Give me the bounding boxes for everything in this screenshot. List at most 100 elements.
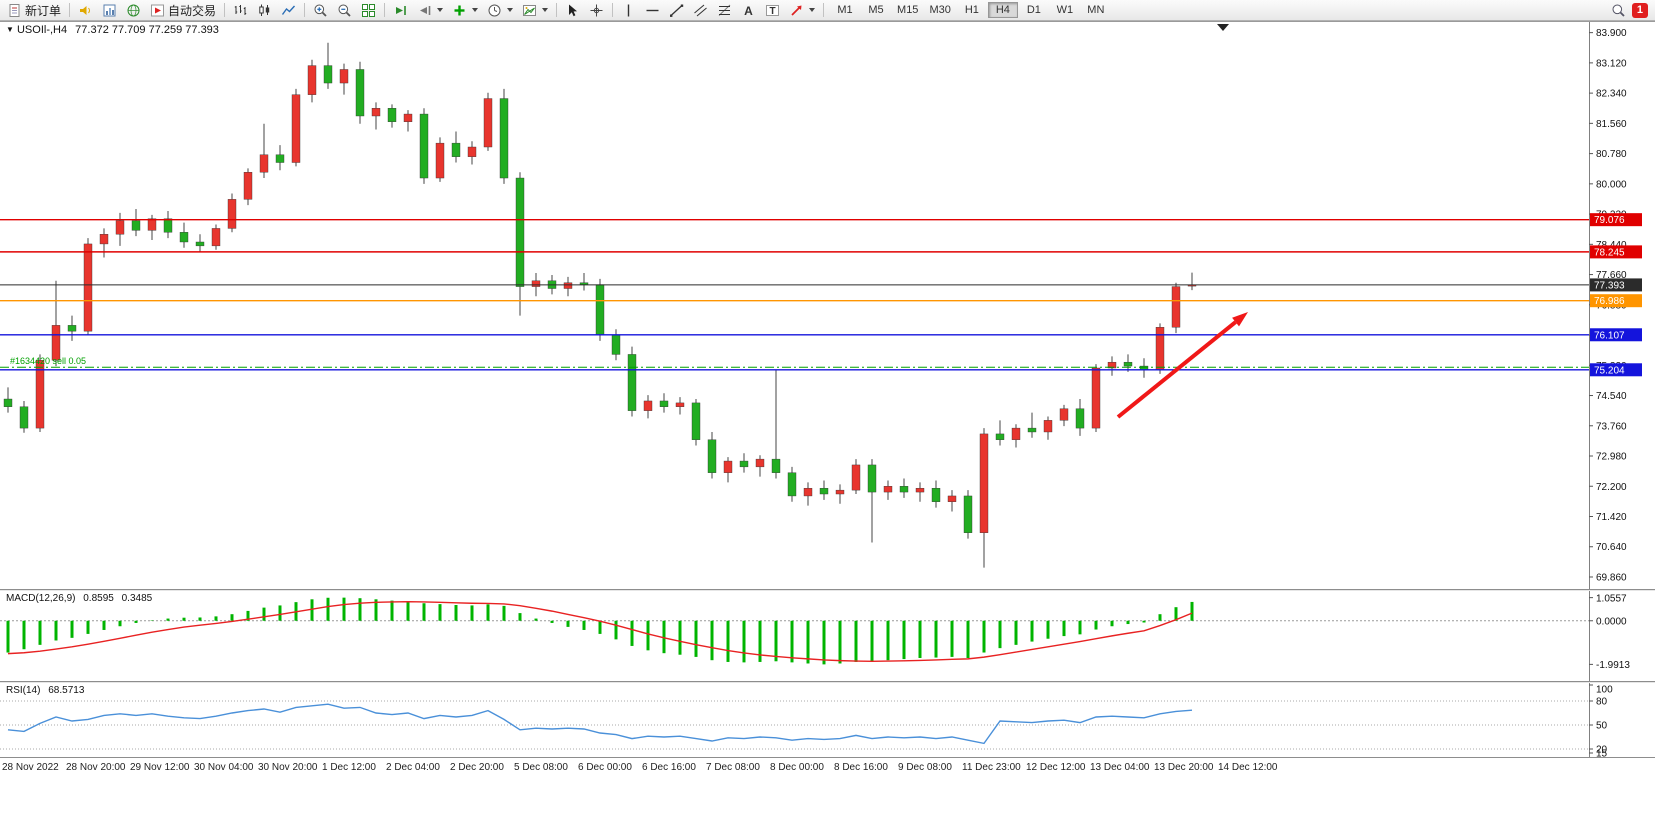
time-tick-label: 8 Dec 00:00 [770, 762, 824, 773]
zoom-in-button[interactable] [309, 0, 332, 20]
templates-button[interactable] [518, 0, 552, 20]
trendline-button[interactable] [665, 0, 688, 20]
timeframe-d1[interactable]: D1 [1026, 4, 1041, 16]
time-tick-label: 13 Dec 04:00 [1090, 762, 1150, 773]
candlestick-chart-button[interactable] [253, 0, 276, 20]
indicators-button[interactable] [448, 0, 482, 20]
line-chart-button[interactable] [277, 0, 300, 20]
channel-icon [693, 3, 708, 18]
time-tick-label: 11 Dec 23:00 [962, 762, 1021, 773]
svg-text:75.204: 75.204 [1594, 365, 1625, 376]
svg-text:A: A [744, 4, 753, 18]
macd-value-main: 0.8595 [83, 593, 114, 604]
fibonacci-button[interactable] [713, 0, 736, 20]
timeframe-w1[interactable]: W1 [1056, 4, 1074, 16]
horizontal-lines[interactable] [0, 218, 1589, 371]
fibonacci-icon [717, 3, 732, 18]
time-tick-label: 8 Dec 16:00 [834, 762, 888, 773]
trend-arrow[interactable] [1116, 312, 1248, 419]
macd-scale-label: 1.0557 [1596, 594, 1627, 605]
zoom-out-button[interactable] [333, 0, 356, 20]
sound-button[interactable] [74, 0, 97, 20]
crosshair-icon [589, 3, 604, 18]
rsi-scale-label: 50 [1596, 721, 1608, 732]
price-tag [1590, 213, 1642, 227]
arrows-button[interactable] [785, 0, 819, 20]
notification-badge[interactable]: 1 [1631, 2, 1648, 18]
price-tag [1590, 328, 1642, 342]
timeframe-m30[interactable]: M30 [929, 4, 951, 16]
separator [612, 3, 614, 17]
price-tick-label: 69.860 [1596, 572, 1627, 583]
auto-scroll-icon [393, 3, 408, 18]
dropdown-caret [809, 8, 816, 12]
vertical-line-icon [621, 3, 636, 18]
timeframe-mn[interactable]: MN [1087, 4, 1105, 16]
time-tick-label: 29 Nov 12:00 [130, 762, 190, 773]
timeframe-m1[interactable]: M1 [837, 4, 853, 16]
web-community-button[interactable] [122, 0, 145, 20]
search-icon[interactable] [1611, 3, 1626, 18]
timeframe-h4[interactable]: H4 [987, 2, 1018, 18]
price-tick-label: 82.340 [1596, 89, 1627, 100]
time-tick-label: 7 Dec 08:00 [706, 762, 760, 773]
rsi-name: RSI(14) [6, 685, 41, 696]
chart-window-icon [102, 3, 117, 18]
macd-histogram [6, 597, 1194, 665]
price-tick-label: 80.000 [1596, 179, 1627, 190]
bar-chart-button[interactable] [229, 0, 252, 20]
separator [69, 3, 71, 17]
tile-windows-button[interactable] [357, 0, 380, 20]
time-tick-label: 6 Dec 00:00 [578, 762, 632, 773]
time-axis[interactable]: 28 Nov 2022 28 Nov 20:00 29 Nov 12:00 30 No… [0, 757, 1655, 780]
auto-scroll-button[interactable] [389, 0, 412, 20]
templates-icon [522, 3, 537, 18]
timeframe-m15[interactable]: M15 [897, 4, 919, 16]
periods-clock-icon [487, 3, 502, 18]
main-chart[interactable]: #1634420 sell 0.05 83.900 83.120 82.340 81.5… [0, 21, 1655, 589]
crosshair-button[interactable] [585, 0, 608, 20]
rsi-value: 68.5713 [48, 685, 85, 696]
tile-windows-icon [361, 3, 376, 18]
time-tick-label: 30 Nov 04:00 [194, 762, 254, 773]
chart-shift-marker[interactable] [1217, 24, 1229, 31]
collapse-icon[interactable]: ▼ [6, 25, 14, 34]
time-tick-label: 30 Nov 20:00 [258, 762, 318, 773]
chart-ohlc: 77.372 77.709 77.259 77.393 [75, 24, 219, 36]
cursor-button[interactable] [561, 0, 584, 20]
autotrading-button[interactable]: 自动交易 [146, 0, 220, 20]
svg-text:79.076: 79.076 [1594, 215, 1625, 226]
timeframe-h1[interactable]: H1 [964, 4, 979, 16]
price-tag [1590, 294, 1642, 308]
indicators-icon [452, 3, 467, 18]
macd-signal-line [7, 601, 1193, 662]
chart-shift-button[interactable] [413, 0, 447, 20]
horizontal-line-button[interactable] [641, 0, 664, 20]
price-tick-label: 72.200 [1596, 482, 1627, 493]
separator [304, 3, 306, 17]
price-tick-label: 73.760 [1596, 421, 1627, 432]
zoom-in-icon [313, 3, 328, 18]
price-tick-label: 71.420 [1596, 512, 1627, 523]
vertical-line-button[interactable] [617, 0, 640, 20]
rsi-label: RSI(14) 68.5713 [6, 685, 84, 696]
price-tick-label: 74.540 [1596, 391, 1627, 402]
timeframe-bar: M1 M5 M15 M30 H1 H4 D1 W1 MN [830, 2, 1111, 18]
open-position-label: #1634420 sell 0.05 [10, 356, 86, 366]
price-tag [1590, 245, 1642, 259]
time-tick-label: 2 Dec 20:00 [450, 762, 504, 773]
new-order-label: 新订单 [25, 3, 62, 18]
macd-panel[interactable]: 1.0557 0.0000 -1.9913 [0, 589, 1655, 681]
macd-scale-label: 0.0000 [1596, 616, 1627, 627]
text-label-button[interactable]: T [761, 0, 784, 20]
new-order-button[interactable]: 新订单 [3, 0, 65, 20]
text-button[interactable]: A [737, 0, 760, 20]
dropdown-caret [472, 8, 479, 12]
channel-button[interactable] [689, 0, 712, 20]
price-tick-label: 83.900 [1596, 28, 1627, 39]
macd-label: MACD(12,26,9) 0.8595 0.3485 [6, 593, 152, 604]
chart-window-button[interactable] [98, 0, 121, 20]
timeframe-m5[interactable]: M5 [868, 4, 884, 16]
periods-button[interactable] [483, 0, 517, 20]
